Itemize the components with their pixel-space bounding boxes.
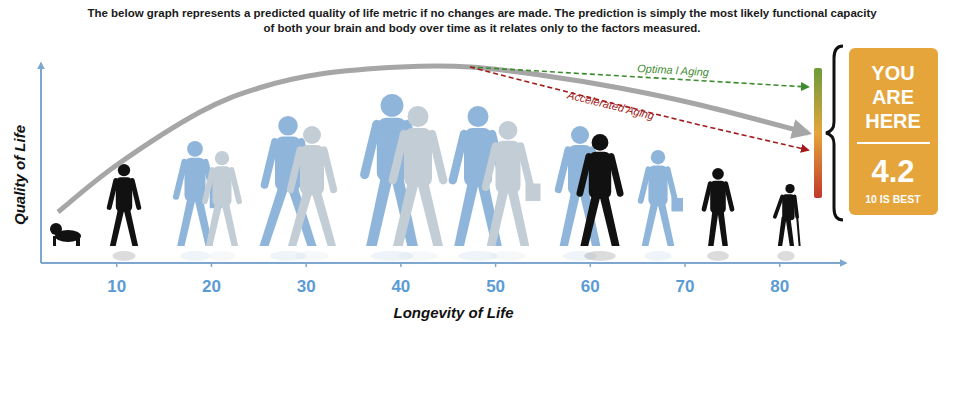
x-axis [41, 262, 846, 264]
chart: 10 20 30 40 50 60 70 80 Longevity of Life Quality… [0, 0, 964, 398]
badge-text: YOUAREHERE [865, 62, 921, 132]
x-tick [211, 263, 213, 267]
badge-note: 10 IS BEST [865, 193, 921, 205]
silhouette [641, 150, 683, 246]
badge-box [849, 48, 938, 215]
reflection [645, 251, 672, 261]
silhouettes [50, 94, 800, 261]
silhouette [109, 164, 139, 246]
silhouette [205, 151, 239, 246]
reflection [209, 251, 236, 261]
x-tick [590, 263, 592, 267]
plot-area [58, 66, 808, 212]
reflection [584, 251, 615, 261]
x-tick [116, 263, 118, 267]
title: The below graph represents a predicted q… [82, 6, 882, 36]
series-label: Accelerated Aging [565, 88, 656, 122]
reflection [113, 251, 136, 261]
x-tick-label: 70 [676, 277, 695, 296]
x-tick [305, 263, 307, 267]
reflection [707, 251, 729, 261]
x-tick [684, 263, 686, 267]
x-tick-label: 60 [581, 277, 600, 296]
badge: YOUAREHERE 4.2 10 IS BEST [814, 46, 938, 220]
silhouette [775, 184, 800, 246]
series-labels: Optima l Aging Accelerated Aging [565, 62, 710, 122]
silhouette [288, 126, 336, 246]
reflection [491, 251, 526, 261]
reflection [180, 251, 209, 261]
series-line [470, 67, 808, 150]
silhouette [704, 168, 732, 246]
silhouette [580, 134, 620, 246]
reflection [295, 251, 329, 261]
axes: 10 20 30 40 50 60 70 80 Longevity of Life Quality… [11, 63, 846, 321]
x-tick [779, 263, 781, 267]
x-tick-label: 20 [202, 277, 221, 296]
bracket [826, 46, 843, 220]
x-tick-label: 80 [770, 277, 789, 296]
silhouette [50, 223, 81, 246]
y-axis-label: Quality of Life [11, 125, 28, 225]
score-meter [814, 68, 822, 198]
reflection [777, 251, 794, 261]
x-tick [400, 263, 402, 267]
x-tick-label: 40 [391, 277, 410, 296]
series-label: Optima l Aging [637, 62, 710, 78]
x-axis-label: Longevity of Life [394, 304, 514, 321]
x-tick-label: 10 [107, 277, 126, 296]
y-axis [40, 63, 42, 263]
reflection [398, 251, 437, 261]
series-line [58, 66, 808, 212]
x-tick-label: 30 [297, 277, 316, 296]
badge-score: 4.2 [871, 154, 914, 189]
x-tick-label: 50 [486, 277, 505, 296]
silhouette [486, 121, 541, 246]
badge-divider [857, 142, 930, 144]
silhouette [393, 106, 443, 246]
x-tick [495, 263, 497, 267]
